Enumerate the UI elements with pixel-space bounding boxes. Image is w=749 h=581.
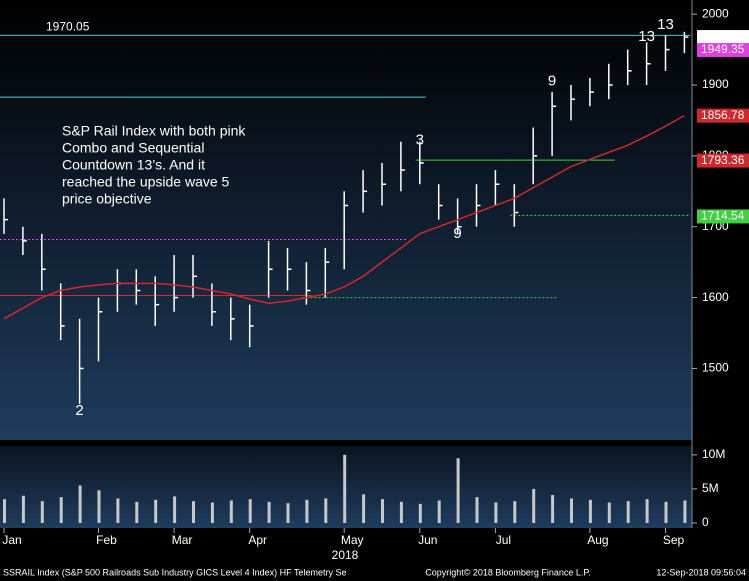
volume-bar [40, 501, 44, 523]
volume-bar [588, 499, 592, 523]
footer-center: Copyright© 2018 Bloomberg Finance L.P. [425, 567, 591, 577]
moving-average [3, 114, 685, 320]
price-tag-label: 1949.35 [701, 42, 745, 56]
volume-bar [229, 500, 233, 523]
x-tick-label: Aug [587, 533, 608, 547]
price-tag [697, 108, 749, 123]
volume-bar [607, 502, 611, 523]
volume-bar [173, 496, 177, 523]
volume-bar [645, 499, 649, 523]
td-marker: 9 [548, 72, 556, 89]
annotation-line: reached the upside wave 5 [62, 174, 230, 190]
price-tag [697, 153, 749, 168]
volume-bar [570, 498, 573, 523]
td-marker: 9 [453, 225, 461, 242]
volume-bar [135, 501, 139, 523]
volume-bar [683, 500, 687, 523]
y-tick-label: 1900 [702, 77, 729, 91]
x-tick-label: Jan [2, 533, 21, 547]
price-tag-label: 1714.54 [701, 209, 745, 223]
td-marker: 3 [416, 131, 424, 148]
footer-left: SSRAIL Index (S&P 500 Railroads Sub Indu… [3, 567, 347, 577]
volume-bar [210, 502, 214, 523]
volume-bar [399, 501, 403, 523]
x-tick-label: Jul [496, 533, 511, 547]
volume-bar [343, 454, 347, 523]
price-tag-label: 1856.78 [701, 108, 745, 122]
price-tag-label: 1793.36 [701, 153, 745, 167]
volume-bar [248, 499, 252, 523]
volume-bar [418, 503, 422, 523]
volume-tick-label: 10M [702, 447, 725, 461]
year-label: 2018 [332, 548, 359, 562]
volume-bar [154, 499, 158, 523]
y-tick-label: 2000 [702, 6, 729, 20]
annotation-line: Countdown 13’s. And it [62, 157, 205, 173]
x-tick-label: Jun [418, 533, 437, 547]
volume-bar [381, 499, 384, 523]
volume-bar [192, 501, 195, 523]
volume-bar [324, 498, 328, 523]
td-marker: 2 [75, 402, 83, 419]
footer-right: 12-Sep-2018 09:56:04 [656, 567, 746, 577]
price-tag [697, 43, 749, 58]
volume-bar [362, 494, 366, 523]
y-tick-label: 1600 [702, 290, 729, 304]
volume-bar [305, 499, 309, 523]
x-tick-label: Apr [248, 533, 267, 547]
price-tag [697, 209, 749, 224]
volume-bar [437, 500, 441, 523]
volume-bar [286, 503, 290, 523]
td-marker: 13 [638, 28, 655, 45]
x-tick-label: May [341, 533, 364, 547]
volume-bar [78, 485, 82, 523]
y-tick-label: 1500 [702, 361, 729, 375]
annotation-line: price objective [62, 191, 152, 207]
annotation-line: Combo and Sequential [62, 140, 204, 156]
price-tag-label: 1967.71 [701, 29, 745, 43]
annotation-line: S&P Rail Index with both pink [62, 123, 246, 139]
level-label: 1970.05 [46, 20, 90, 34]
volume-bar [664, 501, 668, 523]
x-tick-label: Mar [172, 533, 193, 547]
volume-bar [494, 502, 498, 523]
x-tick-label: Sep [663, 533, 685, 547]
volume-bar [59, 497, 63, 523]
td-marker: 13 [657, 16, 674, 33]
volume-tick-label: 5M [702, 481, 719, 495]
volume-bar [456, 458, 460, 523]
volume-bar [532, 488, 536, 523]
volume-bar [626, 501, 630, 523]
price-panel [0, 0, 692, 440]
volume-bar [116, 498, 120, 523]
volume-bar [551, 495, 555, 523]
x-tick-label: Feb [96, 533, 117, 547]
price-tag [697, 30, 749, 45]
volume-bar [21, 495, 25, 523]
volume-bar [513, 501, 517, 523]
volume-bar [3, 499, 6, 523]
volume-bar [267, 501, 271, 523]
volume-tick-label: 0 [702, 515, 709, 529]
volume-bar [97, 490, 101, 523]
volume-bar [475, 497, 479, 523]
